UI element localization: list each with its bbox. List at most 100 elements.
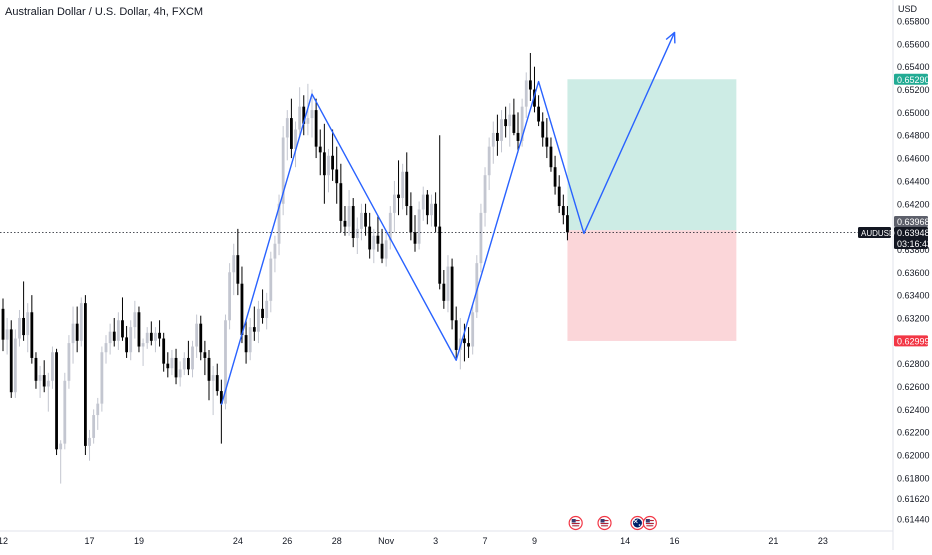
candle-body bbox=[463, 338, 466, 344]
candle-body bbox=[219, 391, 223, 404]
x-tick-label: 26 bbox=[282, 536, 292, 546]
y-tick-label: 0.62800 bbox=[897, 359, 930, 369]
price-axis[interactable]: 0.65800 0.65600 0.65400 0.65200 0.65000 0.648… bbox=[897, 17, 930, 525]
candle-body bbox=[285, 118, 289, 138]
candle-body bbox=[125, 337, 128, 353]
candle-body bbox=[162, 338, 166, 364]
last-close-badge-label: 0.63968 bbox=[897, 217, 930, 227]
y-tick-label: 0.65200 bbox=[897, 85, 930, 95]
candle-body bbox=[273, 243, 277, 259]
candles bbox=[1, 52, 569, 484]
candle-body bbox=[376, 235, 380, 244]
candle-body bbox=[154, 332, 157, 341]
candle-body bbox=[331, 155, 334, 170]
candle-body bbox=[104, 343, 108, 353]
candle-body bbox=[294, 129, 297, 149]
candle-body bbox=[347, 206, 351, 227]
candle-body bbox=[108, 331, 112, 344]
candle-body bbox=[351, 206, 355, 239]
candle-body bbox=[479, 212, 483, 264]
candle-body bbox=[384, 240, 388, 259]
candle-body bbox=[561, 206, 565, 216]
candle-body bbox=[195, 323, 199, 347]
candle-body bbox=[397, 194, 400, 199]
candle-body bbox=[34, 357, 38, 381]
candle-body bbox=[322, 152, 326, 176]
candle-body bbox=[79, 303, 83, 341]
candle-body bbox=[425, 194, 429, 216]
x-tick-label: 16 bbox=[670, 536, 680, 546]
candle-body bbox=[22, 317, 25, 336]
candle-body bbox=[413, 232, 417, 244]
symbol-badge-label: AUDUSD bbox=[861, 229, 895, 238]
candle-body bbox=[252, 327, 256, 332]
time-axis[interactable]: 12 17 19 24 26 28 Nov 3 7 9 14 16 21 23 bbox=[0, 536, 828, 546]
candle-body bbox=[51, 352, 54, 381]
candle-body bbox=[63, 380, 67, 444]
candle-body bbox=[405, 171, 409, 207]
candle-body bbox=[46, 380, 50, 387]
symbol-badge-bg bbox=[858, 227, 891, 239]
stop-zone bbox=[567, 230, 737, 341]
y-tick-label: 0.61800 bbox=[897, 473, 930, 483]
current-price-badge-label: 0.63948 bbox=[897, 228, 930, 238]
price-badges: 0.65290 0.62999 0.639680.6394803:16:43AUDU… bbox=[858, 73, 932, 347]
candle-body bbox=[355, 228, 359, 239]
candle-body bbox=[166, 363, 170, 369]
candle-body bbox=[339, 183, 343, 221]
x-tick-label: 12 bbox=[0, 536, 8, 546]
y-tick-label: 0.61440 bbox=[897, 515, 930, 525]
candle-body bbox=[290, 118, 293, 149]
us-flag-icon-canton bbox=[600, 519, 605, 523]
candle-body bbox=[442, 283, 446, 301]
candle-body bbox=[409, 206, 413, 233]
candle-body bbox=[335, 169, 339, 184]
y-tick-label: 0.63200 bbox=[897, 313, 930, 323]
candle-body bbox=[549, 146, 553, 168]
candle-body bbox=[434, 203, 437, 227]
candle-body bbox=[302, 106, 306, 124]
x-tick-label: 23 bbox=[818, 536, 828, 546]
candle-body bbox=[318, 146, 322, 153]
y-tick-label: 0.65600 bbox=[897, 39, 930, 49]
candle-body bbox=[364, 212, 367, 227]
candle-body bbox=[421, 194, 425, 210]
candle-body bbox=[430, 203, 433, 216]
candle-body bbox=[393, 194, 396, 213]
candle-body bbox=[170, 357, 174, 369]
candle-body bbox=[475, 263, 479, 313]
candle-body bbox=[84, 303, 87, 446]
candle-body bbox=[372, 235, 376, 250]
y-tick-label: 0.62200 bbox=[897, 428, 930, 438]
candle-body bbox=[450, 266, 454, 321]
chart-title: Australian Dollar / U.S. Dollar, 4h, FXC… bbox=[5, 6, 203, 18]
candle-body bbox=[133, 312, 137, 328]
candle-body bbox=[446, 266, 450, 301]
candle-body bbox=[368, 226, 372, 250]
candle-body bbox=[314, 110, 318, 147]
stop-badge-bg bbox=[894, 335, 928, 347]
y-tick-label: 0.63800 bbox=[897, 245, 930, 255]
candle-body bbox=[487, 146, 491, 176]
candle-body bbox=[174, 357, 178, 378]
candle-body bbox=[88, 437, 91, 446]
au-flag-icon-cross bbox=[633, 519, 638, 524]
candle-body bbox=[491, 132, 495, 147]
candle-body bbox=[327, 155, 330, 176]
candle-body bbox=[298, 106, 302, 130]
candle-body bbox=[59, 443, 63, 450]
candle-body bbox=[240, 283, 244, 336]
candle-body bbox=[553, 167, 557, 187]
candle-body bbox=[9, 329, 13, 393]
target-zone bbox=[567, 79, 737, 231]
x-tick-label: 9 bbox=[532, 536, 537, 546]
candle-body bbox=[533, 89, 536, 107]
y-tick-label: 0.65000 bbox=[897, 108, 930, 118]
y-tick-label: 0.62400 bbox=[897, 405, 930, 415]
candle-body bbox=[112, 331, 116, 341]
candle-body bbox=[13, 338, 17, 393]
candle-body bbox=[203, 352, 207, 358]
candle-body bbox=[343, 220, 347, 227]
